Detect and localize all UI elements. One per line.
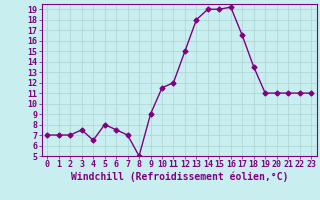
X-axis label: Windchill (Refroidissement éolien,°C): Windchill (Refroidissement éolien,°C) bbox=[70, 172, 288, 182]
